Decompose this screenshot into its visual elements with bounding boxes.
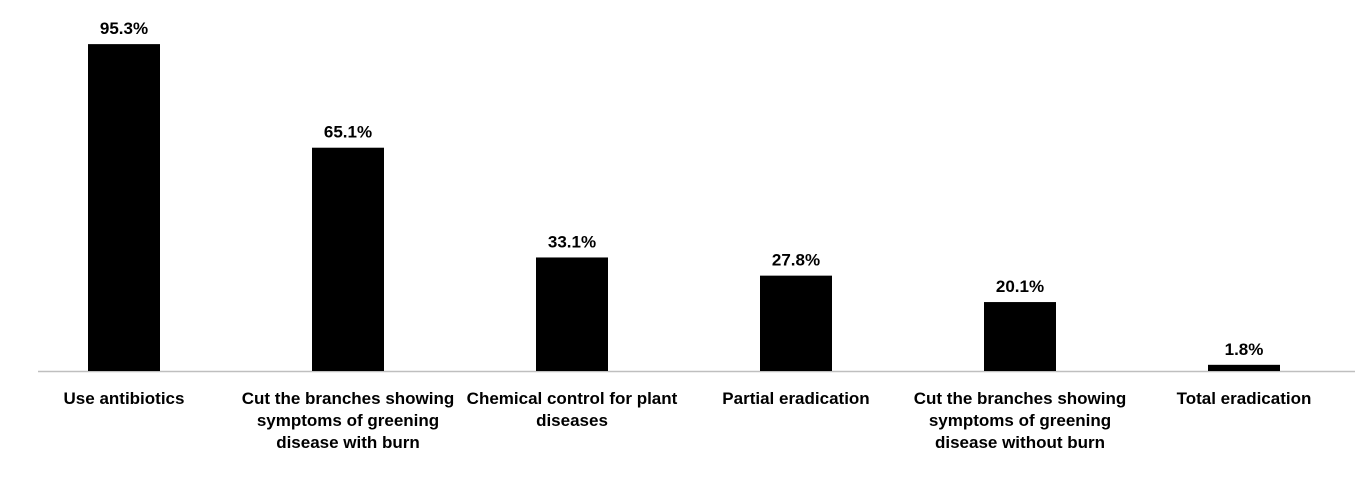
value-label: 65.1% (324, 123, 372, 142)
bar (536, 257, 608, 371)
value-label: 20.1% (996, 277, 1044, 296)
value-label: 1.8% (1225, 340, 1264, 359)
bar (88, 44, 160, 371)
value-label: 33.1% (548, 232, 596, 251)
bar (312, 147, 384, 371)
x-tick-label: Partial eradication (722, 389, 870, 408)
value-label: 27.8% (772, 251, 820, 270)
x-tick-label: Cut the branches showing symptoms of gre… (913, 389, 1127, 452)
x-tick-label: Cut the branches showing symptoms of gre… (241, 389, 455, 452)
bar (1208, 364, 1280, 371)
bar (984, 302, 1056, 371)
x-tick-label: Use antibiotics (63, 389, 185, 408)
bar (760, 275, 832, 371)
x-tick-label: Total eradication (1176, 389, 1312, 408)
value-label: 95.3% (100, 19, 148, 38)
x-tick-label: Chemical control for plant diseases (466, 389, 678, 430)
